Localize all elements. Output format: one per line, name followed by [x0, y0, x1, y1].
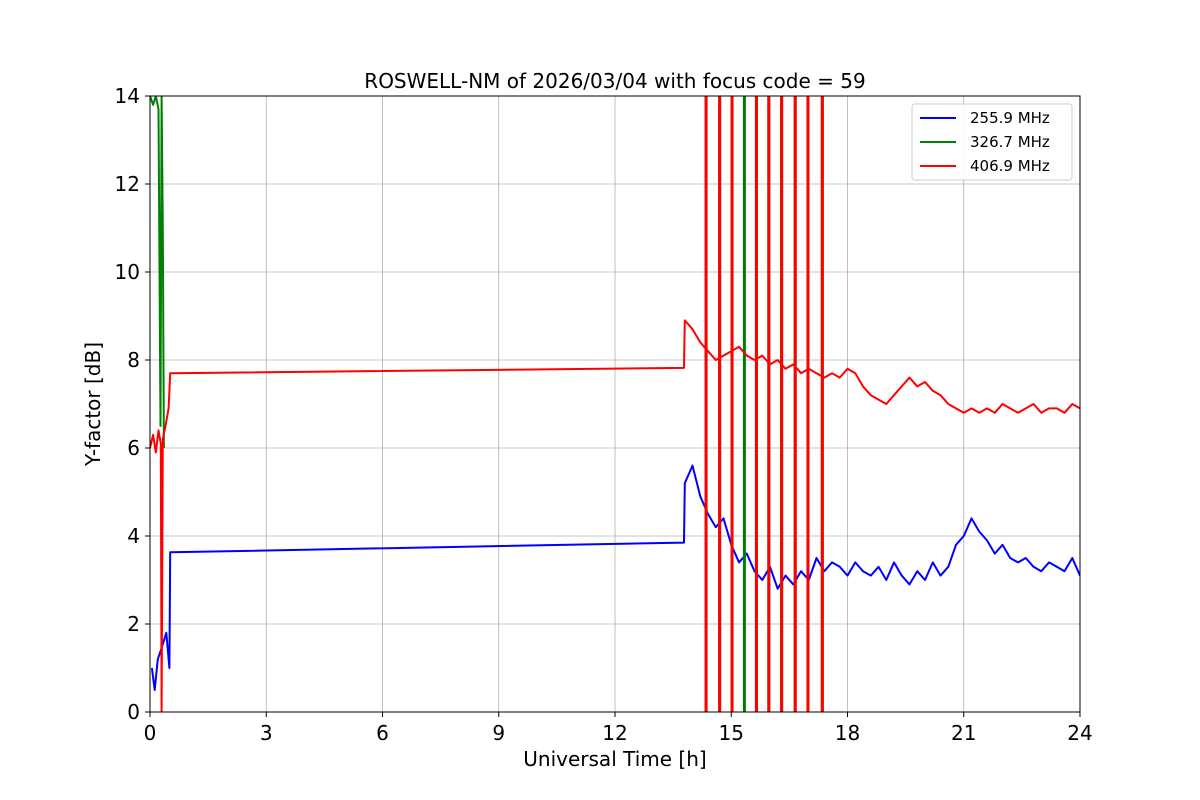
series-line-326-7-mhz — [150, 96, 165, 449]
y-tick-label: 4 — [127, 524, 140, 548]
legend: 255.9 MHz 326.7 MHz 406.9 MHz — [911, 103, 1073, 181]
x-tick-label: 24 — [1067, 721, 1092, 745]
y-tick-label: 6 — [127, 436, 140, 460]
legend-label: 406.9 MHz — [970, 157, 1050, 175]
x-tick-label: 3 — [260, 721, 273, 745]
y-axis-label: Y-factor [dB] — [81, 342, 105, 467]
y-tick-label: 8 — [127, 348, 140, 372]
legend-label: 326.7 MHz — [970, 133, 1050, 151]
x-tick-label: 6 — [376, 721, 389, 745]
legend-box — [911, 103, 1073, 181]
y-tick-label: 12 — [115, 172, 140, 196]
series-line-406-9-mhz — [150, 319, 1080, 712]
x-tick-label: 18 — [835, 721, 860, 745]
legend-label: 255.9 MHz — [970, 109, 1050, 127]
series-layer — [150, 96, 1080, 712]
x-tick-label: 21 — [951, 721, 976, 745]
y-tick-label: 10 — [115, 260, 140, 284]
x-tick-label: 0 — [144, 721, 157, 745]
x-tick-label: 12 — [602, 721, 627, 745]
x-tick-label: 9 — [492, 721, 505, 745]
y-tick-label: 0 — [127, 700, 140, 724]
x-axis-label: Universal Time [h] — [523, 747, 706, 771]
y-tick-label: 14 — [115, 84, 140, 108]
chart-title: ROSWELL-NM of 2026/03/04 with focus code… — [364, 69, 865, 93]
series-line-255-9-mhz — [150, 464, 1080, 691]
y-tick-label: 2 — [127, 612, 140, 636]
x-tick-label: 15 — [719, 721, 744, 745]
